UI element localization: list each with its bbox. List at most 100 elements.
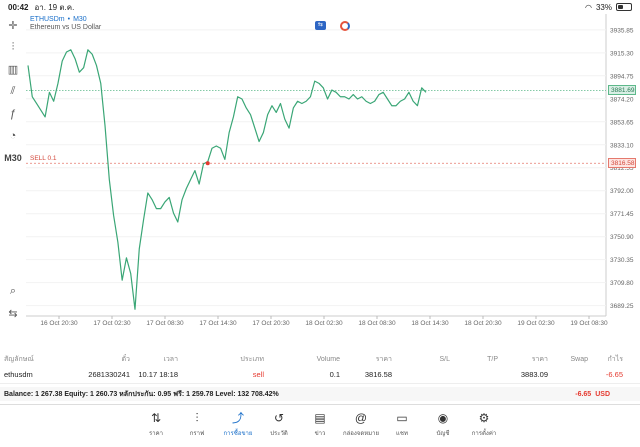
y-tick-label: 3689.25 (610, 303, 634, 310)
tab-accounts[interactable]: ◉ บัญชี (423, 405, 464, 447)
x-tick-label: 18 Oct 02:30 (305, 320, 343, 327)
column-header[interactable]: ตั๋ว (121, 355, 130, 363)
y-tick-label: 3833.10 (610, 142, 634, 149)
column-header[interactable]: Volume (316, 355, 340, 363)
tab-history[interactable]: ↺ ประวัติ (259, 405, 300, 447)
y-tick-label: 3935.85 (610, 27, 634, 34)
balance-text: Balance: 1 267.38 Equity: 1 260.73 หลักป… (4, 390, 279, 398)
price-series-line (27, 49, 427, 310)
y-tick-label: 3771.45 (610, 211, 634, 218)
symbol-name: ETHUSDm (30, 16, 65, 23)
x-tick-label: 17 Oct 14:30 (199, 320, 237, 327)
y-tick-label: 3812.55 (610, 165, 634, 172)
current-price-tag: 3881.69 (608, 85, 636, 96)
pos-ticket: 2681330241 (88, 370, 130, 379)
chart-icon: ⫶ (195, 411, 199, 425)
symbol-description: Ethereum vs US Dollar (30, 24, 102, 31)
column-header[interactable]: T/P (487, 355, 498, 363)
x-tick-label: 16 Oct 20:30 (40, 320, 78, 327)
tab-label: กราฟ (189, 431, 205, 437)
price-chart[interactable]: 3935.85 3915.30 3894.75 3874.20 3853.65 3833.… (26, 14, 640, 336)
tab-mailbox[interactable]: @ กล่องจดหมาย (341, 405, 382, 447)
chart-area[interactable]: 3935.85 3915.30 3894.75 3874.20 3853.65 3833.… (26, 14, 640, 336)
sell-entry-marker (205, 161, 210, 166)
trade-icon: ⤴ (231, 411, 244, 425)
one-click-trading-icon[interactable]: ⇆ (315, 21, 326, 30)
news-icon: ▤ (314, 411, 326, 425)
quotes-icon: ⇅ (150, 411, 162, 425)
x-tick-label: 19 Oct 02:30 (517, 320, 555, 327)
pos-price: 3883.09 (520, 370, 548, 379)
tab-label: การตั้งค่า (471, 431, 497, 437)
trade-panel-icon[interactable]: ⇆ (8, 308, 18, 320)
symbol-header[interactable]: ETHUSDm • M30 (30, 16, 87, 23)
tab-trade[interactable]: ⤴ การซื้อขาย (218, 405, 259, 447)
shapes-icon[interactable]: ◔ (9, 129, 17, 142)
x-tick-label: 18 Oct 20:30 (464, 320, 502, 327)
mailbox-icon: @ (354, 411, 368, 425)
tab-settings[interactable]: ⚙ การตั้งค่า (464, 405, 505, 447)
balance-pl: -6.65 (575, 390, 592, 398)
objects-icon[interactable]: ⫽ (10, 85, 16, 97)
status-time: 00:42 (8, 2, 29, 12)
x-tick-label: 17 Oct 20:30 (252, 320, 290, 327)
y-tick-label: 3709.80 (610, 280, 634, 287)
x-tick-label: 17 Oct 08:30 (146, 320, 184, 327)
x-tick-label: 19 Oct 08:30 (570, 320, 608, 327)
indicators-icon[interactable]: ▥ (7, 64, 19, 76)
column-header[interactable]: S/L (439, 355, 450, 363)
balance-bar: Balance: 1 267.38 Equity: 1 260.73 หลักป… (0, 387, 640, 401)
y-tick-label: 3874.20 (610, 96, 634, 103)
positions-header: สัญลักษณ์ ตั๋ว เวลา ประเภท Volume ราคา S/L T/P ร… (0, 352, 640, 366)
column-header[interactable]: กำไร (607, 355, 623, 363)
status-bar: 00:42 อา. 19 ต.ค. ◠ 33% (0, 0, 640, 14)
sell-price-tag: 3816.58 (608, 158, 636, 169)
tab-label: กล่องจดหมาย (342, 431, 380, 437)
table-row[interactable]: ethusdm 2681330241 10.17 18:18 sell 0.1 … (0, 366, 640, 384)
pos-symbol: ethusdm (4, 370, 33, 379)
column-header[interactable]: ราคา (375, 355, 392, 363)
pos-type: sell (252, 370, 264, 379)
bottom-tab-bar: ⇅ ราคา ⫶ กราฟ ⤴ การซื้อขาย ↺ ประวัติ ▤ ข่าว @ กล่อง… (0, 404, 640, 447)
history-icon: ↺ (273, 411, 285, 425)
battery-icon (616, 3, 632, 11)
y-tick-label: 3915.30 (610, 50, 634, 57)
column-header[interactable]: หมายเหตุ (623, 354, 640, 365)
crosshair-icon[interactable]: ✛ (8, 20, 18, 32)
status-date: อา. 19 ต.ค. (34, 2, 75, 12)
sell-order-label[interactable]: SELL 0.1 (30, 155, 57, 163)
pos-open-price: 3816.58 (364, 370, 392, 379)
pos-volume: 0.1 (329, 370, 340, 379)
tab-label: บัญชี (436, 431, 450, 437)
wifi-icon: ◠ (585, 2, 592, 12)
zoom-icon[interactable]: ⌕ (9, 285, 17, 297)
tab-label: แชท (396, 431, 408, 437)
timeframe-button[interactable]: M30 (4, 152, 22, 163)
candles-icon[interactable]: ⫶ (11, 41, 15, 53)
chart-center-icons: ⇆ (315, 21, 350, 31)
status-right: ◠ 33% (585, 3, 632, 12)
tab-chat[interactable]: ▭ แชท (382, 405, 423, 447)
column-header[interactable]: ประเภท (240, 355, 264, 363)
accounts-icon: ◉ (437, 411, 449, 425)
function-icon[interactable]: ƒ (9, 107, 17, 120)
tab-label: ราคา (149, 431, 163, 437)
chart-toolbar: ✛ ⫶ ▥ ⫽ ƒ ◔ M30 ⌕ ⇆ (0, 14, 26, 324)
column-header[interactable]: Swap (570, 355, 588, 363)
signal-icon[interactable] (340, 21, 350, 31)
chat-icon: ▭ (396, 411, 408, 425)
y-tick-label: 3792.00 (610, 188, 634, 195)
y-tick-label: 3750.90 (610, 234, 634, 241)
tab-label: ข่าว (314, 431, 326, 437)
settings-icon: ⚙ (478, 411, 490, 425)
y-tick-label: 3853.65 (610, 119, 634, 126)
tab-quotes[interactable]: ⇅ ราคา (136, 405, 177, 447)
column-header[interactable]: ราคา (531, 355, 548, 363)
pos-time: 10.17 18:18 (138, 370, 178, 379)
y-tick-label: 3894.75 (610, 73, 634, 80)
tab-chart[interactable]: ⫶ กราฟ (177, 405, 218, 447)
column-header[interactable]: เวลา (163, 355, 178, 363)
column-header[interactable]: สัญลักษณ์ (4, 355, 34, 363)
tab-news[interactable]: ▤ ข่าว (300, 405, 341, 447)
pos-profit: -6.65 (605, 370, 623, 379)
